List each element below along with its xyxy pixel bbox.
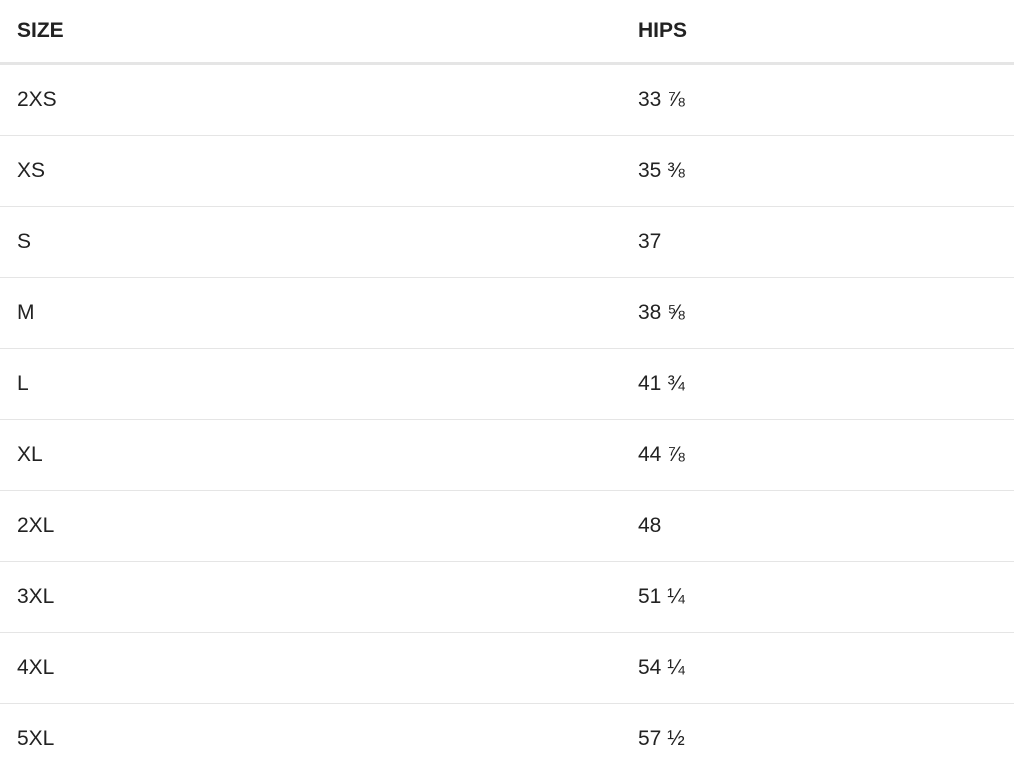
hips-cell: 38 ⅝ <box>638 278 1014 349</box>
hips-cell: 48 <box>638 491 1014 562</box>
size-cell: XL <box>0 420 638 491</box>
size-cell: L <box>0 349 638 420</box>
hips-cell: 41 ¾ <box>638 349 1014 420</box>
size-cell: 2XS <box>0 64 638 136</box>
hips-cell: 35 ⅜ <box>638 136 1014 207</box>
size-cell: S <box>0 207 638 278</box>
size-cell: M <box>0 278 638 349</box>
hips-cell: 44 ⅞ <box>638 420 1014 491</box>
size-cell: 2XL <box>0 491 638 562</box>
hips-cell: 57 ½ <box>638 704 1014 774</box>
size-cell: 5XL <box>0 704 638 774</box>
header-size: SIZE <box>0 0 638 64</box>
size-cell: XS <box>0 136 638 207</box>
hips-cell: 33 ⅞ <box>638 64 1014 136</box>
hips-cell: 54 ¼ <box>638 633 1014 704</box>
header-row: SIZE HIPS <box>0 0 1014 64</box>
size-cell: 4XL <box>0 633 638 704</box>
size-cell: 3XL <box>0 562 638 633</box>
hips-cell: 37 <box>638 207 1014 278</box>
header-hips: HIPS <box>638 0 1014 64</box>
hips-cell: 51 ¼ <box>638 562 1014 633</box>
